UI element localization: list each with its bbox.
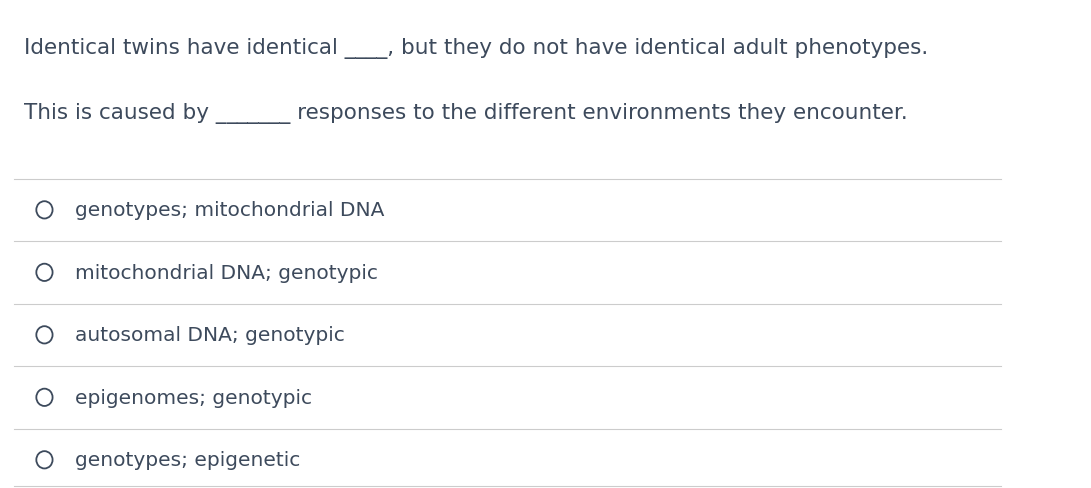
Text: genotypes; epigenetic: genotypes; epigenetic	[74, 450, 300, 469]
Text: genotypes; mitochondrial DNA: genotypes; mitochondrial DNA	[74, 201, 384, 220]
Text: This is caused by _______ responses to the different environments they encounter: This is caused by _______ responses to t…	[24, 102, 908, 123]
Text: Identical twins have identical ____, but they do not have identical adult phenot: Identical twins have identical ____, but…	[24, 38, 928, 59]
Text: mitochondrial DNA; genotypic: mitochondrial DNA; genotypic	[74, 264, 377, 282]
Text: autosomal DNA; genotypic: autosomal DNA; genotypic	[74, 325, 345, 345]
Text: epigenomes; genotypic: epigenomes; genotypic	[74, 388, 312, 407]
